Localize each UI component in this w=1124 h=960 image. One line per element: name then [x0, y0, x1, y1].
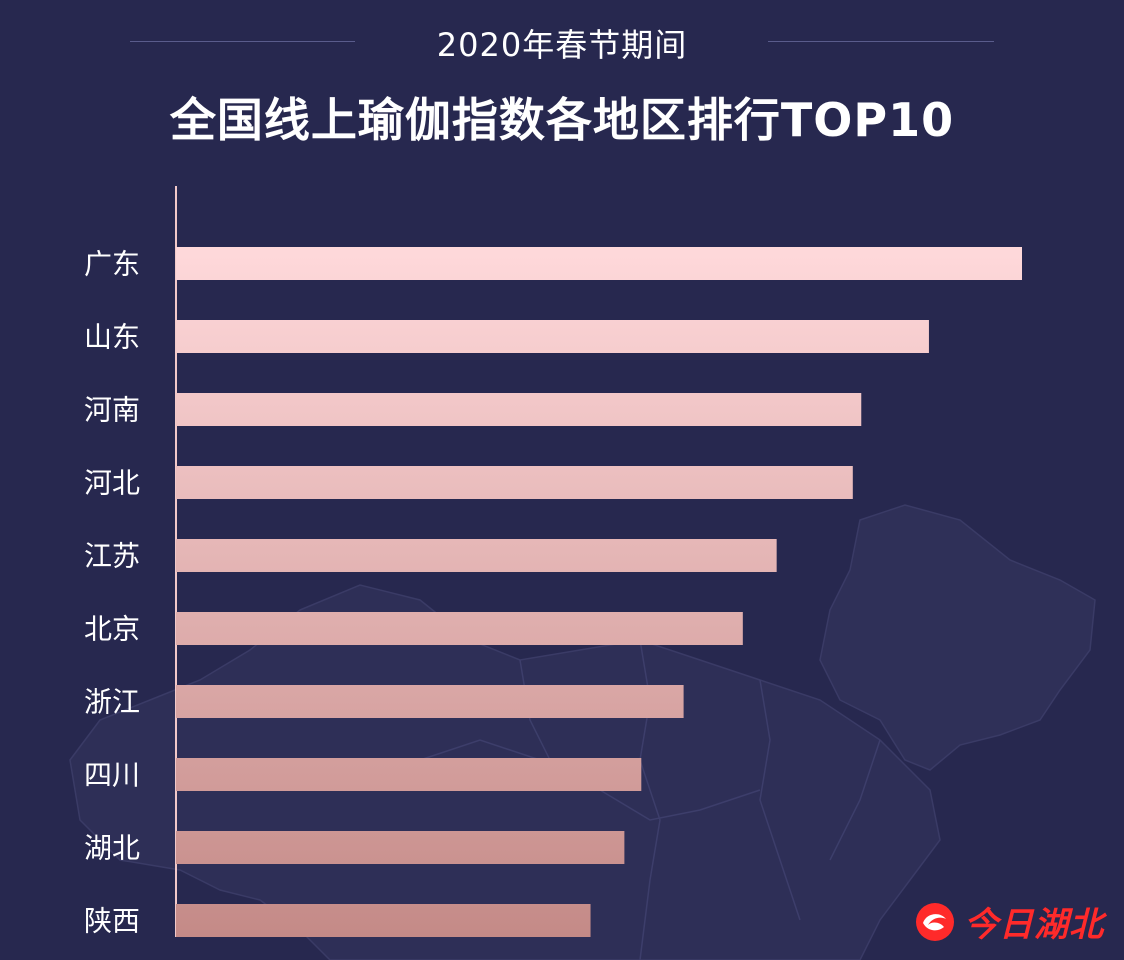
- chart-subtitle: 2020年春节期间: [436, 26, 688, 64]
- category-label-四川: 四川: [84, 759, 140, 792]
- bar-陕西: [176, 904, 591, 937]
- bar-河南: [176, 393, 862, 426]
- bar-山东: [176, 320, 929, 353]
- category-label-江苏: 江苏: [84, 540, 140, 573]
- watermark: 今日湖北: [914, 897, 1104, 946]
- category-label-陕西: 陕西: [84, 905, 140, 938]
- bar-湖北: [176, 831, 625, 864]
- bar-浙江: [176, 685, 684, 718]
- map-northeast-region: [819, 504, 1096, 771]
- watermark-text: 今日湖北: [964, 905, 1104, 945]
- subtitle-divider-right: [768, 41, 994, 42]
- category-label-浙江: 浙江: [84, 686, 140, 719]
- chart-title: 全国线上瑜伽指数各地区排行TOP10: [169, 93, 955, 147]
- bar-河北: [176, 466, 853, 499]
- bar-四川: [176, 758, 642, 791]
- news-logo-icon: [916, 902, 954, 941]
- category-label-山东: 山东: [84, 321, 140, 354]
- bar-北京: [176, 612, 743, 645]
- bar-广东: [176, 247, 1022, 280]
- category-label-湖北: 湖北: [84, 832, 140, 865]
- bar-江苏: [176, 539, 777, 572]
- subtitle-divider-left: [130, 41, 355, 42]
- category-label-北京: 北京: [84, 613, 140, 646]
- category-label-河北: 河北: [84, 467, 140, 500]
- category-label-河南: 河南: [84, 394, 140, 427]
- category-label-广东: 广东: [84, 248, 140, 281]
